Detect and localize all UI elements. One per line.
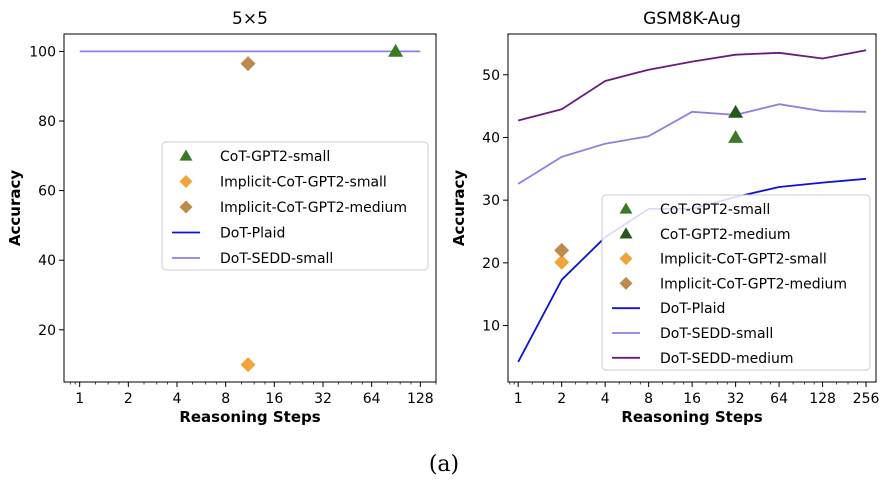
legend: CoT-GPT2-small CoT-GPT2-medium Implicit-Co… xyxy=(601,194,871,371)
legend: CoT-GPT2-small Implicit-CoT-GPT2-small Imp… xyxy=(161,141,429,271)
data-point-cot-gpt2-small xyxy=(728,129,744,143)
legend-marker xyxy=(619,252,633,266)
data-point-implicit-cot-gpt2-medium xyxy=(240,56,256,72)
legend-box xyxy=(601,194,871,371)
chart-title: 5×5 xyxy=(232,9,268,29)
legend-item-implicit-cot-gpt2-medium: Implicit-CoT-GPT2-medium xyxy=(179,200,407,216)
y-tick-label: 100 xyxy=(29,44,56,60)
x-tick-label: 2 xyxy=(557,391,566,407)
legend-label: DoT-Plaid xyxy=(660,301,725,317)
legend-item-dot-plaid: DoT-Plaid xyxy=(172,226,285,242)
y-tick-label: 40 xyxy=(38,253,56,269)
y-tick-label: 20 xyxy=(482,256,500,272)
x-tick-label: 16 xyxy=(683,391,701,407)
legend-item-cot-gpt2-small: CoT-GPT2-small xyxy=(179,149,330,165)
x-tick-label: 256 xyxy=(853,391,880,407)
x-tick-label: 2 xyxy=(124,391,133,407)
legend-label: Implicit-CoT-GPT2-small xyxy=(660,252,827,268)
plot-area xyxy=(79,43,421,373)
figure-caption: (a) xyxy=(428,452,460,477)
data-point-implicit-cot-gpt2-medium xyxy=(554,242,570,258)
x-axis-label: Reasoning Steps xyxy=(621,408,762,426)
legend-label: CoT-GPT2-small xyxy=(660,202,770,218)
legend-item-implicit-cot-gpt2-small: Implicit-CoT-GPT2-small xyxy=(179,175,387,191)
data-point-cot-gpt2-small xyxy=(388,43,404,57)
legend-item-dot-plaid: DoT-Plaid xyxy=(612,301,725,317)
legend-label: CoT-GPT2-small xyxy=(220,149,330,165)
series-line-dot-sedd-small xyxy=(517,103,867,185)
chart-title: GSM8K-Aug xyxy=(643,9,741,29)
legend-marker xyxy=(179,149,193,161)
legend-marker xyxy=(179,175,193,188)
data-point-cot-gpt2-medium xyxy=(728,104,744,118)
y-tick-label: 30 xyxy=(482,193,500,209)
legend-label: DoT-SEDD-medium xyxy=(660,351,794,367)
legend-item-implicit-cot-gpt2-medium: Implicit-CoT-GPT2-medium xyxy=(619,276,847,292)
x-tick-label: 128 xyxy=(407,391,434,407)
legend-label: Implicit-CoT-GPT2-medium xyxy=(220,200,407,216)
legend-marker xyxy=(619,276,633,290)
x-tick-label: 4 xyxy=(173,391,182,407)
y-tick-label: 50 xyxy=(482,68,500,84)
legend-marker xyxy=(619,202,633,214)
legend-item-dot-sedd-small: DoT-SEDD-small xyxy=(172,251,333,267)
x-tick-label: 32 xyxy=(314,391,332,407)
axes-frame xyxy=(63,33,437,383)
legend-label: DoT-SEDD-small xyxy=(220,251,333,267)
y-tick-label: 80 xyxy=(38,114,56,130)
x-tick-label: 32 xyxy=(727,391,745,407)
legend-label: DoT-SEDD-small xyxy=(660,326,773,342)
legend-marker xyxy=(179,200,193,214)
x-tick-label: 4 xyxy=(601,391,610,407)
data-point-implicit-cot-gpt2-small xyxy=(240,357,256,373)
series-line-dot-sedd-medium xyxy=(517,49,867,122)
y-tick-label: 60 xyxy=(38,184,56,200)
x-tick-label: 1 xyxy=(514,391,523,407)
x-tick-label: 8 xyxy=(644,391,653,407)
x-tick-label: 64 xyxy=(363,391,381,407)
y-axis-label: Accuracy xyxy=(450,170,468,246)
chart-gsm8k-aug: GSM8K-Aug 10 20 30 40 50 1 2 4 8 16 32 64 128 256 Reaso… xyxy=(450,9,879,426)
x-tick-label: 8 xyxy=(221,391,230,407)
legend-box xyxy=(161,141,429,271)
plot-area xyxy=(517,49,867,363)
legend-item-implicit-cot-gpt2-small: Implicit-CoT-GPT2-small xyxy=(619,252,827,268)
y-axis-label: Accuracy xyxy=(6,170,24,246)
legend-label: Implicit-CoT-GPT2-medium xyxy=(660,276,847,292)
data-point-implicit-cot-gpt2-small xyxy=(554,254,570,270)
y-tick-label: 10 xyxy=(482,319,500,335)
chart-5x5: 5×5 20 40 60 80 100 1 2 4 8 16 32 64 128 Reasoning Ste… xyxy=(6,9,437,426)
x-axis-label: Reasoning Steps xyxy=(179,408,320,426)
legend-item-cot-gpt2-small: CoT-GPT2-small xyxy=(619,202,770,218)
legend-item-dot-sedd-small: DoT-SEDD-small xyxy=(612,326,773,342)
legend-item-dot-sedd-medium: DoT-SEDD-medium xyxy=(612,351,794,367)
legend-marker xyxy=(619,227,633,239)
legend-label: DoT-Plaid xyxy=(220,226,285,242)
y-tick-label: 20 xyxy=(38,323,56,339)
legend-label: CoT-GPT2-medium xyxy=(660,227,791,243)
legend-label: Implicit-CoT-GPT2-small xyxy=(220,175,387,191)
y-tick-label: 40 xyxy=(482,130,500,146)
x-tick-label: 16 xyxy=(265,391,283,407)
x-tick-label: 1 xyxy=(75,391,84,407)
legend-item-cot-gpt2-medium: CoT-GPT2-medium xyxy=(619,227,791,243)
x-tick-label: 64 xyxy=(770,391,788,407)
axes-frame xyxy=(507,33,877,383)
x-tick-label: 128 xyxy=(809,391,836,407)
